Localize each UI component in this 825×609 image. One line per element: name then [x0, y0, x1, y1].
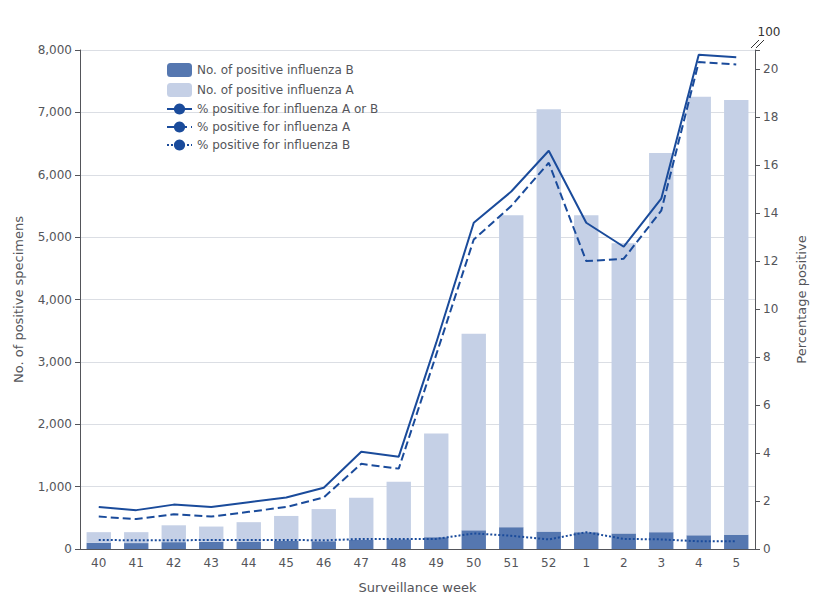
svg-text:% positive for influenza A: % positive for influenza A: [197, 120, 351, 134]
svg-text:Surveillance week: Surveillance week: [358, 580, 476, 595]
svg-text:No. of positive specimens: No. of positive specimens: [11, 216, 26, 383]
svg-text:51: 51: [504, 556, 519, 570]
svg-text:44: 44: [241, 556, 256, 570]
svg-text:18: 18: [763, 110, 778, 124]
svg-text:14: 14: [763, 206, 778, 220]
svg-text:49: 49: [429, 556, 444, 570]
svg-text:% positive for influenza B: % positive for influenza B: [197, 138, 350, 152]
svg-text:100: 100: [758, 25, 781, 39]
svg-text:Percentage positive: Percentage positive: [794, 235, 809, 363]
svg-text:6: 6: [763, 398, 771, 412]
svg-text:4: 4: [695, 556, 703, 570]
svg-text:41: 41: [129, 556, 144, 570]
svg-text:47: 47: [354, 556, 369, 570]
svg-text:20: 20: [763, 62, 778, 76]
svg-text:5: 5: [732, 556, 740, 570]
svg-text:52: 52: [541, 556, 556, 570]
svg-text:50: 50: [466, 556, 481, 570]
svg-text:2: 2: [763, 494, 771, 508]
svg-text:% positive for influenza A or: % positive for influenza A or B: [197, 102, 378, 116]
svg-text:40: 40: [91, 556, 106, 570]
svg-text:43: 43: [204, 556, 219, 570]
svg-text:No. of positive influenza B: No. of positive influenza B: [197, 63, 354, 77]
svg-text:0: 0: [763, 542, 771, 556]
svg-text:0: 0: [64, 542, 72, 556]
svg-text:4,000: 4,000: [38, 293, 72, 307]
svg-text:8,000: 8,000: [38, 43, 72, 57]
svg-text:10: 10: [763, 302, 778, 316]
svg-text:7,000: 7,000: [38, 105, 72, 119]
svg-text:16: 16: [763, 158, 778, 172]
svg-text:12: 12: [763, 254, 778, 268]
svg-text:42: 42: [166, 556, 181, 570]
svg-text:5,000: 5,000: [38, 230, 72, 244]
svg-text:1: 1: [582, 556, 590, 570]
svg-text:48: 48: [391, 556, 406, 570]
svg-text:4: 4: [763, 446, 771, 460]
svg-text:2,000: 2,000: [38, 417, 72, 431]
svg-text:6,000: 6,000: [38, 168, 72, 182]
svg-text:46: 46: [316, 556, 331, 570]
svg-text:3: 3: [657, 556, 665, 570]
svg-text:8: 8: [763, 350, 771, 364]
svg-text:45: 45: [279, 556, 294, 570]
svg-text:3,000: 3,000: [38, 355, 72, 369]
svg-text:1,000: 1,000: [38, 480, 72, 494]
svg-text:No. of positive influenza A: No. of positive influenza A: [197, 83, 355, 97]
svg-text:2: 2: [620, 556, 628, 570]
